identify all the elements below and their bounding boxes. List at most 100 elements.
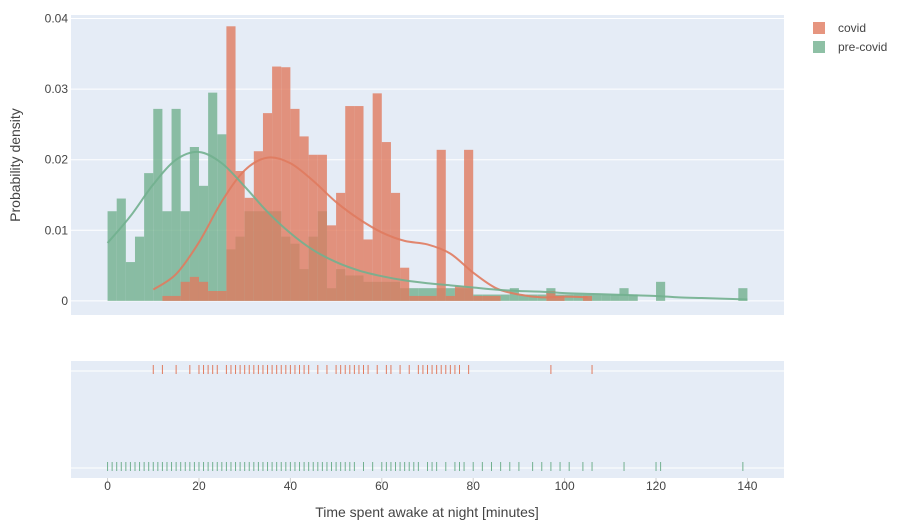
- bar-pre-covid: [409, 288, 419, 301]
- bar-covid: [198, 281, 209, 301]
- kde-line-covid: [152, 156, 588, 299]
- bar-pre-covid: [217, 134, 227, 301]
- bar-covid: [473, 295, 483, 301]
- bar-covid: [482, 295, 492, 301]
- bar-covid: [354, 106, 364, 301]
- bar-covid: [491, 295, 501, 301]
- bar-covid: [208, 291, 218, 301]
- bar-pre-covid: [610, 294, 620, 301]
- x-axis-title: Time spent awake at night [minutes]: [315, 504, 539, 520]
- rug-plot-background: [71, 361, 784, 478]
- bar-covid: [582, 295, 593, 301]
- bar-pre-covid: [628, 294, 638, 301]
- bar-covid: [171, 295, 181, 301]
- legend[interactable]: covid pre-covid: [813, 21, 887, 54]
- histogram-bars: [107, 26, 748, 301]
- bar-covid: [454, 286, 465, 301]
- legend-label-covid: covid: [838, 21, 866, 35]
- bar-covid: [281, 67, 291, 301]
- bar-covid: [418, 295, 428, 301]
- x-tick-label: 20: [192, 479, 206, 493]
- bar-covid: [326, 225, 337, 301]
- bar-pre-covid: [180, 211, 190, 301]
- bar-covid: [464, 149, 474, 301]
- x-tick-label: 120: [646, 479, 666, 493]
- bar-covid: [436, 149, 446, 301]
- bar-pre-covid: [107, 211, 117, 301]
- bar-covid: [189, 276, 199, 301]
- bar-pre-covid: [162, 211, 172, 301]
- bar-pre-covid: [445, 288, 455, 301]
- bar-pre-covid: [528, 294, 538, 301]
- bar-pre-covid: [518, 294, 529, 301]
- bar-covid: [546, 291, 556, 301]
- bar-covid: [235, 171, 245, 301]
- x-axis-ticks: 0 20 40 60 80 100 120 140: [104, 478, 758, 493]
- bar-covid: [345, 106, 355, 301]
- bar-pre-covid: [738, 288, 748, 301]
- bar-covid: [445, 295, 455, 301]
- bar-covid: [272, 66, 282, 301]
- bar-pre-covid: [198, 185, 209, 301]
- bar-covid: [372, 93, 382, 301]
- x-tick-label: 80: [467, 479, 481, 493]
- bar-covid: [226, 26, 236, 301]
- x-tick-label: 0: [104, 479, 111, 493]
- y-axis-title: Probability density: [7, 108, 23, 222]
- legend-item-covid[interactable]: covid: [813, 21, 866, 35]
- bar-covid: [180, 281, 190, 301]
- y-tick-label: 0.04: [45, 12, 69, 26]
- bar-pre-covid: [125, 262, 135, 301]
- bar-pre-covid: [134, 236, 145, 301]
- bar-covid: [308, 154, 318, 301]
- y-tick-label: 0.03: [45, 82, 69, 96]
- bar-covid: [400, 267, 410, 301]
- bar-covid: [290, 108, 300, 301]
- legend-label-pre-covid: pre-covid: [838, 40, 887, 54]
- density-curves: [106, 150, 748, 301]
- bar-covid: [299, 136, 309, 301]
- x-tick-label: 140: [737, 479, 757, 493]
- bar-pre-covid: [116, 198, 126, 301]
- bar-covid: [262, 113, 273, 301]
- bar-covid: [409, 295, 419, 301]
- bar-pre-covid: [427, 288, 437, 301]
- rug-covid: [152, 365, 593, 374]
- kde-line-pre-covid: [106, 150, 748, 301]
- bar-covid: [381, 142, 391, 301]
- x-tick-label: 100: [555, 479, 575, 493]
- y-tick-label: 0.01: [45, 223, 69, 237]
- bar-pre-covid: [153, 108, 163, 301]
- legend-item-pre-covid[interactable]: pre-covid: [813, 40, 887, 54]
- bar-pre-covid: [144, 173, 154, 301]
- bar-covid: [427, 295, 437, 301]
- legend-swatch-pre-covid: [813, 41, 825, 53]
- bar-pre-covid: [189, 147, 199, 301]
- bar-covid: [162, 295, 172, 301]
- bar-pre-covid: [656, 281, 666, 301]
- bar-pre-covid: [601, 294, 611, 301]
- bar-covid: [363, 239, 373, 301]
- bar-covid: [390, 192, 401, 301]
- x-tick-label: 40: [284, 479, 298, 493]
- bar-covid: [336, 192, 346, 301]
- y-axis-ticks: 0 0.01 0.02 0.03 0.04: [45, 12, 69, 308]
- bar-covid: [317, 154, 327, 301]
- bar-pre-covid: [171, 108, 181, 301]
- bar-pre-covid: [418, 288, 428, 301]
- y-tick-label: 0.02: [45, 153, 69, 167]
- bars-covid: [162, 26, 593, 301]
- bar-pre-covid: [500, 294, 510, 301]
- rug-pre-covid: [107, 462, 744, 471]
- bar-pre-covid: [208, 92, 218, 301]
- rug-marks: [107, 365, 744, 471]
- x-tick-label: 60: [375, 479, 389, 493]
- bar-pre-covid: [592, 294, 602, 301]
- y-tick-label: 0: [61, 294, 68, 308]
- bar-covid: [555, 295, 565, 301]
- legend-swatch-covid: [813, 22, 825, 34]
- bar-covid: [217, 291, 227, 301]
- bar-covid: [253, 151, 263, 301]
- bar-covid: [244, 197, 254, 301]
